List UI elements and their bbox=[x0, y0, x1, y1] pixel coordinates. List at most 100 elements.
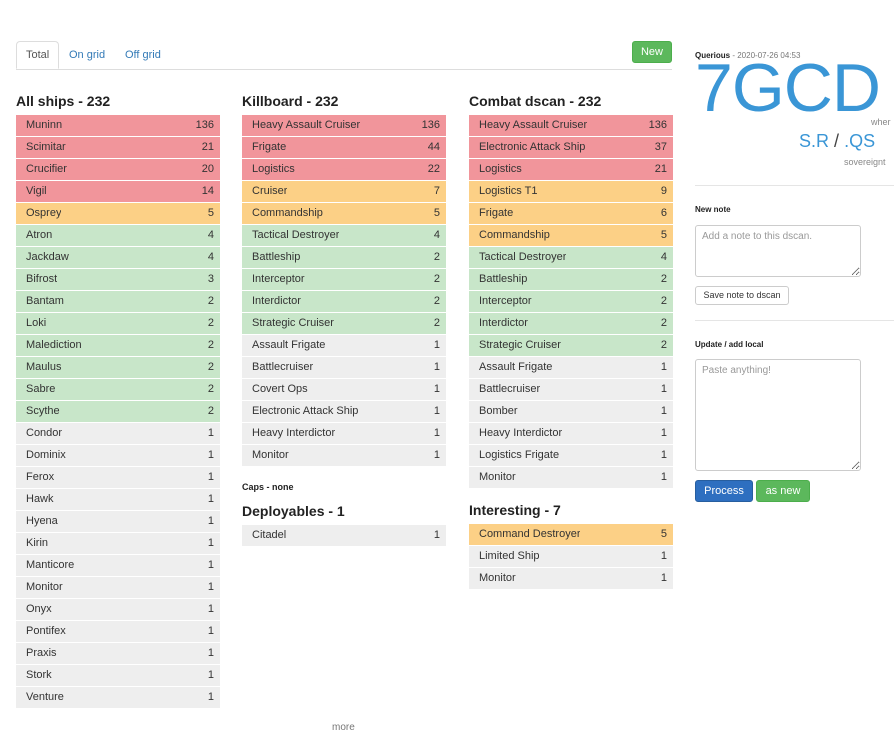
ship-row[interactable]: Logistics 21 bbox=[469, 159, 673, 180]
ship-name: Interceptor bbox=[252, 273, 305, 285]
ship-count: 21 bbox=[201, 141, 214, 153]
ship-row[interactable]: Praxis 1 bbox=[16, 643, 220, 664]
ship-row[interactable]: Monitor 1 bbox=[16, 577, 220, 598]
ship-row[interactable]: Interceptor 2 bbox=[242, 269, 446, 290]
ship-row[interactable]: Frigate 44 bbox=[242, 137, 446, 158]
ship-row[interactable]: Crucifier 20 bbox=[16, 159, 220, 180]
ship-row[interactable]: Loki 2 bbox=[16, 313, 220, 334]
tab-on-grid[interactable]: On grid bbox=[69, 49, 106, 61]
ship-name: Logistics T1 bbox=[479, 185, 538, 197]
ship-row[interactable]: Strategic Cruiser 2 bbox=[469, 335, 673, 356]
all-ships-panel: All ships - 232 Muninn 136 Scimitar 21 Cruci… bbox=[16, 91, 220, 709]
ship-row[interactable]: Bifrost 3 bbox=[16, 269, 220, 290]
ship-row[interactable]: Ferox 1 bbox=[16, 467, 220, 488]
ship-count: 4 bbox=[433, 229, 440, 241]
ship-row[interactable]: Covert Ops 1 bbox=[242, 379, 446, 400]
note-input[interactable] bbox=[695, 225, 861, 277]
ship-count: 1 bbox=[660, 405, 667, 417]
ship-row[interactable]: Hawk 1 bbox=[16, 489, 220, 510]
ship-row[interactable]: Limited Ship 1 bbox=[469, 546, 673, 567]
ship-row[interactable]: Dominix 1 bbox=[16, 445, 220, 466]
region-link-a[interactable]: S.R bbox=[799, 131, 830, 151]
ship-row[interactable]: Heavy Assault Cruiser 136 bbox=[242, 115, 446, 136]
ship-row[interactable]: Kirin 1 bbox=[16, 533, 220, 554]
ship-count: 1 bbox=[660, 471, 667, 483]
ship-row[interactable]: Vigil 14 bbox=[16, 181, 220, 202]
ship-row[interactable]: Jackdaw 4 bbox=[16, 247, 220, 268]
ship-name: Loki bbox=[26, 317, 47, 329]
ship-row[interactable]: Maulus 2 bbox=[16, 357, 220, 378]
ship-row[interactable]: Scimitar 21 bbox=[16, 137, 220, 158]
ship-row[interactable]: Interdictor 2 bbox=[469, 313, 673, 334]
ship-row[interactable]: Heavy Assault Cruiser 136 bbox=[469, 115, 673, 136]
ship-name: Maulus bbox=[26, 361, 62, 373]
ship-row[interactable]: Condor 1 bbox=[16, 423, 220, 444]
ship-row[interactable]: Cruiser 7 bbox=[242, 181, 446, 202]
ship-row[interactable]: Tactical Destroyer 4 bbox=[469, 247, 673, 268]
ship-row[interactable]: Muninn 136 bbox=[16, 115, 220, 136]
ship-row[interactable]: Strategic Cruiser 2 bbox=[242, 313, 446, 334]
new-button[interactable]: New bbox=[632, 41, 672, 63]
ship-row[interactable]: Logistics T1 9 bbox=[469, 181, 673, 202]
ship-name: Interceptor bbox=[479, 295, 532, 307]
ship-row[interactable]: Osprey 5 bbox=[16, 203, 220, 224]
ship-row[interactable]: Scythe 2 bbox=[16, 401, 220, 422]
ship-row[interactable]: Sabre 2 bbox=[16, 379, 220, 400]
ship-row[interactable]: Battleship 2 bbox=[242, 247, 446, 268]
ship-row[interactable]: Command Destroyer 5 bbox=[469, 524, 673, 545]
author-name[interactable]: Querious bbox=[695, 51, 731, 60]
ship-name: Atron bbox=[26, 229, 53, 241]
system-name[interactable]: 7GCD bbox=[695, 50, 881, 126]
ship-count: 1 bbox=[207, 603, 214, 615]
ship-row[interactable]: Electronic Attack Ship 37 bbox=[469, 137, 673, 158]
ship-count: 2 bbox=[207, 361, 214, 373]
ship-row[interactable]: Heavy Interdictor 1 bbox=[242, 423, 446, 444]
ship-row[interactable]: Electronic Attack Ship 1 bbox=[242, 401, 446, 422]
ship-count: 21 bbox=[654, 163, 667, 175]
ship-row[interactable]: Monitor 1 bbox=[469, 467, 673, 488]
paste-input[interactable] bbox=[695, 359, 861, 471]
region-links: S.R / .QS bbox=[799, 131, 875, 152]
process-button[interactable]: Process bbox=[695, 480, 753, 502]
ship-row[interactable]: Frigate 6 bbox=[469, 203, 673, 224]
ship-row[interactable]: Manticore 1 bbox=[16, 555, 220, 576]
ship-row[interactable]: Atron 4 bbox=[16, 225, 220, 246]
as-new-button[interactable]: as new bbox=[756, 480, 810, 502]
ship-row[interactable]: Venture 1 bbox=[16, 687, 220, 708]
ship-row[interactable]: Tactical Destroyer 4 bbox=[242, 225, 446, 246]
ship-row[interactable]: Assault Frigate 1 bbox=[242, 335, 446, 356]
ship-row[interactable]: Monitor 1 bbox=[469, 568, 673, 589]
ship-row[interactable]: Battlecruiser 1 bbox=[242, 357, 446, 378]
ship-row[interactable]: Stork 1 bbox=[16, 665, 220, 686]
ship-count: 2 bbox=[433, 273, 440, 285]
ship-row[interactable]: Logistics 22 bbox=[242, 159, 446, 180]
tab-off-grid[interactable]: Off grid bbox=[125, 49, 161, 61]
ship-row[interactable]: Pontifex 1 bbox=[16, 621, 220, 642]
ship-row[interactable]: Interceptor 2 bbox=[469, 291, 673, 312]
ship-row[interactable]: Bomber 1 bbox=[469, 401, 673, 422]
ship-row[interactable]: Monitor 1 bbox=[242, 445, 446, 466]
ship-count: 1 bbox=[207, 669, 214, 681]
ship-row[interactable]: Logistics Frigate 1 bbox=[469, 445, 673, 466]
ship-row[interactable]: Commandship 5 bbox=[469, 225, 673, 246]
region-link-b[interactable]: .QS bbox=[844, 131, 876, 151]
ship-row[interactable]: Battlecruiser 1 bbox=[469, 379, 673, 400]
ship-name: Onyx bbox=[26, 603, 52, 615]
ship-row[interactable]: Citadel 1 bbox=[242, 525, 446, 546]
ship-row[interactable]: Malediction 2 bbox=[16, 335, 220, 356]
save-note-button[interactable]: Save note to dscan bbox=[695, 286, 789, 305]
ship-row[interactable]: Bantam 2 bbox=[16, 291, 220, 312]
ship-row[interactable]: Assault Frigate 1 bbox=[469, 357, 673, 378]
more-link[interactable]: more bbox=[332, 722, 355, 733]
ship-row[interactable]: Commandship 5 bbox=[242, 203, 446, 224]
ship-row[interactable]: Heavy Interdictor 1 bbox=[469, 423, 673, 444]
ship-count: 3 bbox=[207, 273, 214, 285]
ship-row[interactable]: Hyena 1 bbox=[16, 511, 220, 532]
ship-row[interactable]: Battleship 2 bbox=[469, 269, 673, 290]
tab-total[interactable]: Total bbox=[16, 41, 60, 69]
ship-row[interactable]: Onyx 1 bbox=[16, 599, 220, 620]
wher-label: wher bbox=[871, 117, 891, 127]
ship-row[interactable]: Interdictor 2 bbox=[242, 291, 446, 312]
ship-name: Electronic Attack Ship bbox=[479, 141, 586, 153]
killboard-title: Killboard - 232 bbox=[242, 93, 339, 109]
